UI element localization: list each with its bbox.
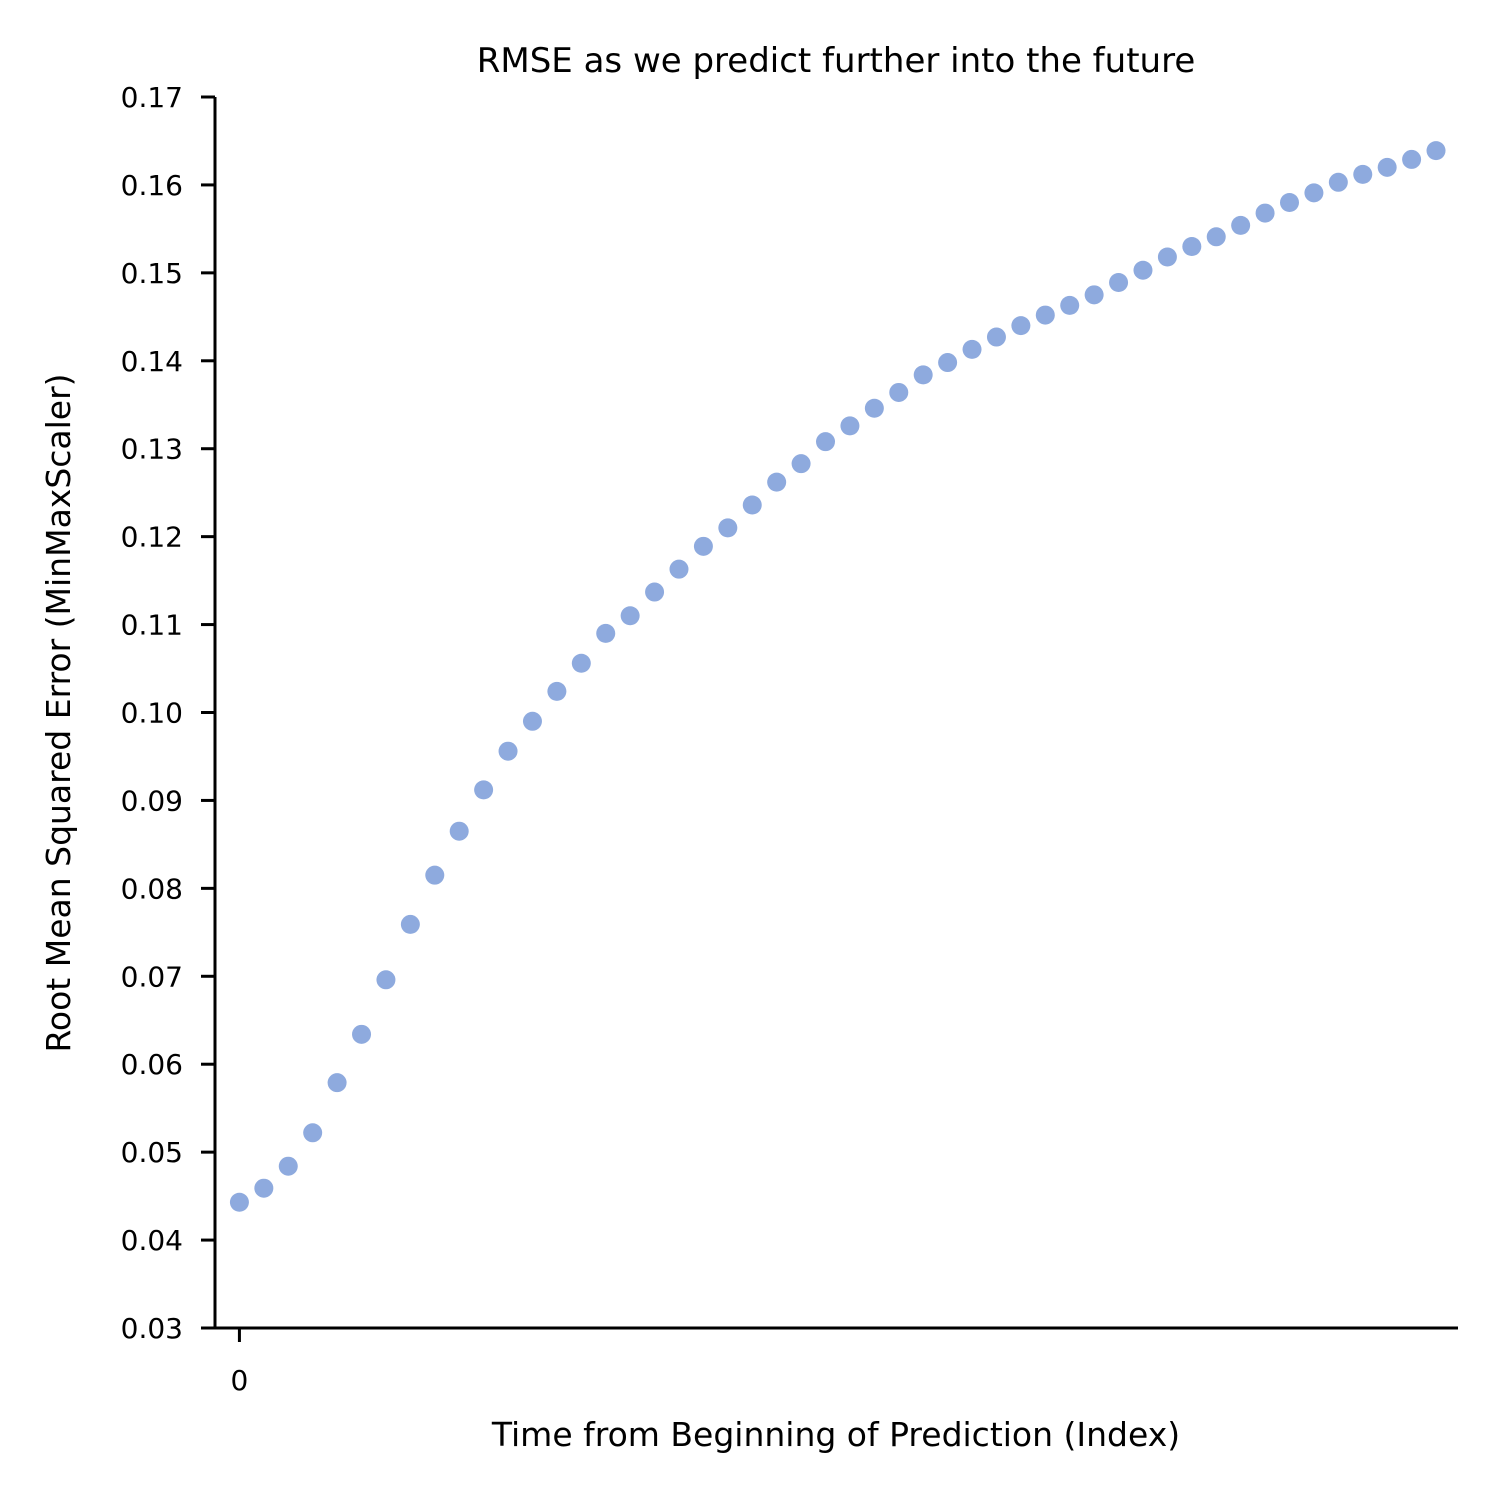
data-point xyxy=(278,1156,298,1176)
data-point xyxy=(864,398,884,418)
data-point xyxy=(596,623,616,643)
data-point xyxy=(1426,141,1446,161)
data-point xyxy=(1255,203,1275,223)
y-tick-label: 0.07 xyxy=(121,960,183,993)
data-point xyxy=(986,327,1006,347)
data-point xyxy=(1206,227,1226,247)
y-tick-label: 0.13 xyxy=(121,433,183,466)
y-axis: 0.03 0.04 0.05 0.06 0.07 0.08 0.09 0.10 0.11 0.12… xyxy=(121,81,217,1345)
data-point xyxy=(1157,247,1177,267)
data-point xyxy=(620,606,640,626)
data-point xyxy=(1182,236,1202,256)
data-point xyxy=(645,582,665,602)
chart-title: RMSE as we predict further into the futu… xyxy=(477,41,1195,81)
data-point xyxy=(449,821,469,841)
data-point xyxy=(547,681,567,701)
data-point xyxy=(1035,305,1055,325)
data-point xyxy=(1231,215,1251,235)
data-point xyxy=(1377,157,1397,177)
data-point xyxy=(791,454,811,474)
data-point xyxy=(1279,193,1299,213)
data-point xyxy=(1328,172,1348,192)
y-tick-label: 0.04 xyxy=(121,1224,183,1257)
x-axis-label: Time from Beginning of Prediction (Index… xyxy=(491,1415,1180,1454)
data-point xyxy=(1402,149,1422,169)
y-tick-label: 0.14 xyxy=(121,345,183,378)
data-point xyxy=(1353,164,1373,184)
data-point xyxy=(522,711,542,731)
x-axis: 0 xyxy=(213,1326,1458,1397)
data-point xyxy=(376,970,396,990)
data-point xyxy=(1133,260,1153,280)
data-point xyxy=(962,339,982,359)
data-point xyxy=(1084,285,1104,305)
x-tick-label: 0 xyxy=(231,1364,249,1397)
y-tick-label: 0.05 xyxy=(121,1136,183,1169)
y-tick-label: 0.16 xyxy=(121,169,183,202)
data-point xyxy=(767,472,787,492)
data-point xyxy=(1304,183,1324,203)
data-point xyxy=(669,559,689,579)
data-point xyxy=(938,353,958,373)
y-tick-label: 0.06 xyxy=(121,1048,183,1081)
data-point xyxy=(303,1123,323,1143)
y-tick-label: 0.08 xyxy=(121,872,183,905)
y-tick-label: 0.03 xyxy=(121,1312,183,1345)
data-point xyxy=(498,741,518,761)
data-point xyxy=(400,914,420,934)
data-point xyxy=(816,432,836,452)
data-point xyxy=(742,495,762,515)
data-point xyxy=(474,780,494,800)
data-points xyxy=(229,141,1446,1212)
y-tick-label: 0.10 xyxy=(121,697,183,730)
data-point xyxy=(718,518,738,538)
data-point xyxy=(425,865,445,885)
data-point xyxy=(889,382,909,402)
data-point xyxy=(229,1192,249,1212)
data-point xyxy=(352,1024,372,1044)
data-point xyxy=(840,416,860,436)
y-tick-label: 0.12 xyxy=(121,521,183,554)
y-tick-label: 0.09 xyxy=(121,784,183,817)
data-point xyxy=(1011,316,1031,336)
data-point xyxy=(1060,295,1080,315)
data-point xyxy=(327,1073,347,1093)
y-tick-label: 0.11 xyxy=(121,609,183,642)
data-point xyxy=(254,1178,274,1198)
y-axis-label: Root Mean Squared Error (MinMaxScaler) xyxy=(39,373,78,1052)
data-point xyxy=(913,365,933,385)
data-point xyxy=(571,653,591,673)
data-point xyxy=(1109,273,1129,293)
y-tick-label: 0.17 xyxy=(121,81,183,114)
y-tick-label: 0.15 xyxy=(121,257,183,290)
data-point xyxy=(693,536,713,556)
